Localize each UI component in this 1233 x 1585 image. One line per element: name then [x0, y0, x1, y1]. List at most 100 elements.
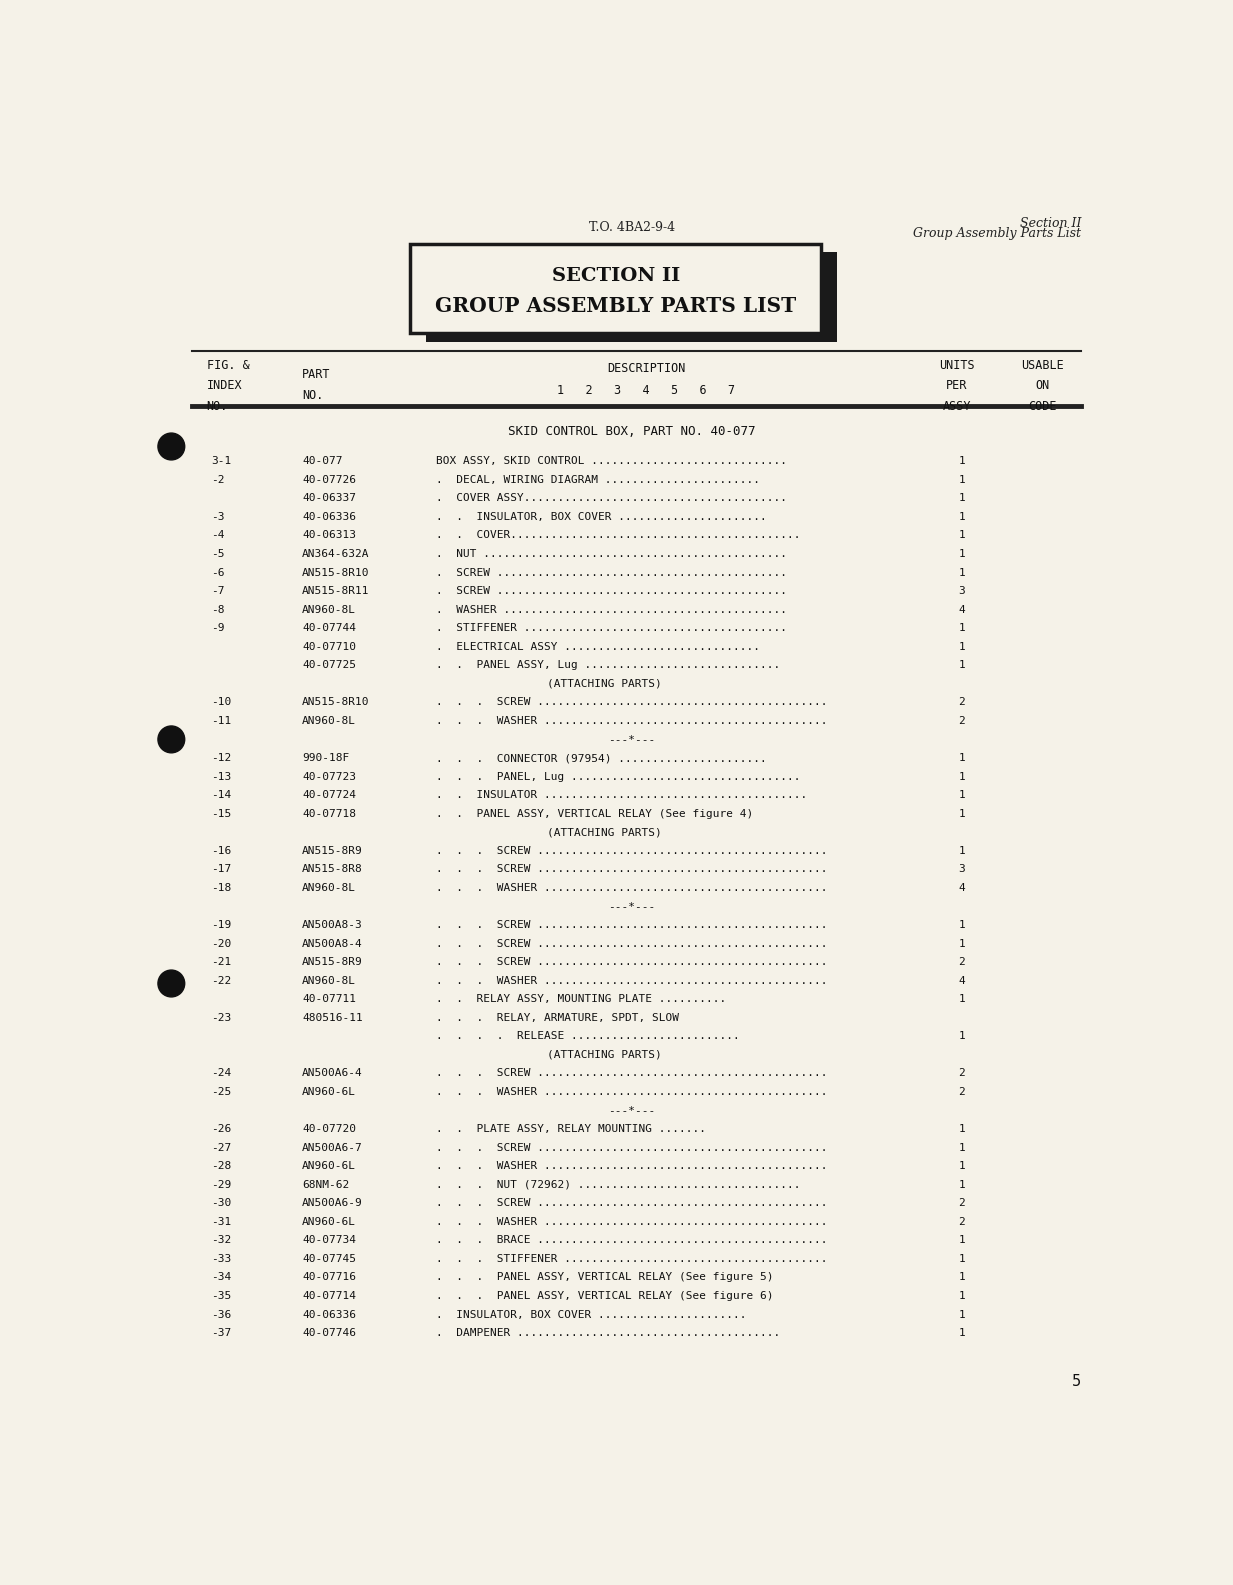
Ellipse shape	[158, 726, 185, 753]
Text: AN500A6-4: AN500A6-4	[302, 1068, 363, 1078]
Text: -4: -4	[212, 531, 224, 540]
Text: .  SCREW ...........................................: . SCREW ................................…	[436, 586, 787, 596]
Text: 2: 2	[958, 1198, 965, 1208]
Text: 1: 1	[958, 753, 965, 762]
Text: 1: 1	[958, 919, 965, 930]
Text: USABLE: USABLE	[1021, 358, 1064, 371]
Text: -35: -35	[212, 1292, 232, 1301]
Text: 1: 1	[958, 1179, 965, 1190]
Text: .  INSULATOR, BOX COVER ......................: . INSULATOR, BOX COVER .................…	[436, 1309, 746, 1320]
Text: 40-07724: 40-07724	[302, 791, 356, 800]
Text: Section II: Section II	[1020, 217, 1081, 230]
Text: .  .  .  WASHER ..........................................: . . . WASHER ...........................…	[436, 1162, 827, 1171]
Text: BOX ASSY, SKID CONTROL .............................: BOX ASSY, SKID CONTROL .................…	[436, 456, 787, 466]
Text: .  .  .  WASHER ..........................................: . . . WASHER ...........................…	[436, 976, 827, 986]
Text: ---*---: ---*---	[608, 734, 656, 745]
Text: -3: -3	[212, 512, 224, 521]
Text: 3-1: 3-1	[212, 456, 232, 466]
Text: -21: -21	[212, 957, 232, 967]
Text: -17: -17	[212, 864, 232, 875]
Text: -32: -32	[212, 1235, 232, 1246]
Text: -25: -25	[212, 1087, 232, 1097]
Text: -6: -6	[212, 567, 224, 577]
Text: .  .  INSULATOR, BOX COVER ......................: . . INSULATOR, BOX COVER ...............…	[436, 512, 767, 521]
Text: 40-07734: 40-07734	[302, 1235, 356, 1246]
Text: 1: 1	[958, 1143, 965, 1152]
Text: -24: -24	[212, 1068, 232, 1078]
Text: (ATTACHING PARTS): (ATTACHING PARTS)	[547, 827, 662, 837]
Text: 2: 2	[958, 716, 965, 726]
Text: 4: 4	[958, 883, 965, 892]
Text: -9: -9	[212, 623, 224, 634]
Text: 3: 3	[958, 586, 965, 596]
Text: 1: 1	[958, 791, 965, 800]
Text: UNITS: UNITS	[940, 358, 974, 371]
Bar	[427, 252, 837, 341]
Text: .  .  RELAY ASSY, MOUNTING PLATE ..........: . . RELAY ASSY, MOUNTING PLATE .........…	[436, 994, 726, 1005]
Text: AN960-8L: AN960-8L	[302, 883, 356, 892]
Text: PART: PART	[302, 368, 330, 382]
Text: .  DAMPENER .......................................: . DAMPENER .............................…	[436, 1328, 780, 1338]
Text: 1: 1	[958, 1124, 965, 1135]
Text: 1: 1	[958, 1235, 965, 1246]
Text: 4: 4	[958, 604, 965, 615]
Text: 1: 1	[958, 1273, 965, 1282]
Text: -26: -26	[212, 1124, 232, 1135]
Text: T.O. 4BA2-9-4: T.O. 4BA2-9-4	[589, 220, 674, 233]
Text: -12: -12	[212, 753, 232, 762]
Text: 1: 1	[958, 476, 965, 485]
Text: AN364-632A: AN364-632A	[302, 548, 370, 560]
Text: .  .  .  WASHER ..........................................: . . . WASHER ...........................…	[436, 1217, 827, 1227]
Text: .  .  .  WASHER ..........................................: . . . WASHER ...........................…	[436, 716, 827, 726]
Text: .  .  .  STIFFENER .......................................: . . . STIFFENER ........................…	[436, 1254, 827, 1263]
Text: 480516-11: 480516-11	[302, 1013, 363, 1022]
Text: DESCRIPTION: DESCRIPTION	[607, 363, 686, 376]
Text: AN500A8-3: AN500A8-3	[302, 919, 363, 930]
Text: AN960-8L: AN960-8L	[302, 976, 356, 986]
Text: 40-07716: 40-07716	[302, 1273, 356, 1282]
Text: CODE: CODE	[1028, 399, 1057, 414]
Text: -23: -23	[212, 1013, 232, 1022]
Text: AN515-8R10: AN515-8R10	[302, 697, 370, 707]
Text: .  .  .  SCREW ...........................................: . . . SCREW ............................…	[436, 938, 827, 948]
Text: AN960-6L: AN960-6L	[302, 1217, 356, 1227]
Text: -31: -31	[212, 1217, 232, 1227]
Text: 40-06313: 40-06313	[302, 531, 356, 540]
Text: 5: 5	[1071, 1374, 1081, 1388]
Text: .  .  .  PANEL ASSY, VERTICAL RELAY (See figure 6): . . . PANEL ASSY, VERTICAL RELAY (See fi…	[436, 1292, 773, 1301]
Text: .  .  .  SCREW ...........................................: . . . SCREW ............................…	[436, 1198, 827, 1208]
Text: 1: 1	[958, 642, 965, 651]
Text: .  .  .  SCREW ...........................................: . . . SCREW ............................…	[436, 1143, 827, 1152]
Text: 1: 1	[958, 1032, 965, 1041]
Text: GROUP ASSEMBLY PARTS LIST: GROUP ASSEMBLY PARTS LIST	[435, 296, 797, 317]
Text: -13: -13	[212, 772, 232, 781]
Text: ---*---: ---*---	[608, 1106, 656, 1116]
Text: -2: -2	[212, 476, 224, 485]
Text: 1: 1	[958, 846, 965, 856]
Text: (ATTACHING PARTS): (ATTACHING PARTS)	[547, 1049, 662, 1060]
Ellipse shape	[158, 970, 185, 997]
Text: 2: 2	[958, 1087, 965, 1097]
Text: AN500A6-7: AN500A6-7	[302, 1143, 363, 1152]
Text: Group Assembly Parts List: Group Assembly Parts List	[912, 227, 1081, 239]
Text: 1: 1	[958, 661, 965, 670]
Text: -5: -5	[212, 548, 224, 560]
Text: 1: 1	[958, 1292, 965, 1301]
Text: NO.: NO.	[207, 399, 228, 414]
Text: AN960-6L: AN960-6L	[302, 1087, 356, 1097]
Text: -19: -19	[212, 919, 232, 930]
Text: 1: 1	[958, 938, 965, 948]
Text: .  .  PLATE ASSY, RELAY MOUNTING .......: . . PLATE ASSY, RELAY MOUNTING .......	[436, 1124, 707, 1135]
Text: .  .  .  CONNECTOR (97954) ......................: . . . CONNECTOR (97954) ................…	[436, 753, 767, 762]
Text: AN515-8R8: AN515-8R8	[302, 864, 363, 875]
Text: 2: 2	[958, 1068, 965, 1078]
Text: .  SCREW ...........................................: . SCREW ................................…	[436, 567, 787, 577]
Text: 40-06337: 40-06337	[302, 493, 356, 504]
Text: -33: -33	[212, 1254, 232, 1263]
Text: 40-07725: 40-07725	[302, 661, 356, 670]
Text: .  .  .  PANEL ASSY, VERTICAL RELAY (See figure 5): . . . PANEL ASSY, VERTICAL RELAY (See fi…	[436, 1273, 773, 1282]
Text: -28: -28	[212, 1162, 232, 1171]
Text: ON: ON	[1036, 379, 1051, 393]
Text: AN960-8L: AN960-8L	[302, 716, 356, 726]
Text: .  .  .  BRACE ...........................................: . . . BRACE ............................…	[436, 1235, 827, 1246]
